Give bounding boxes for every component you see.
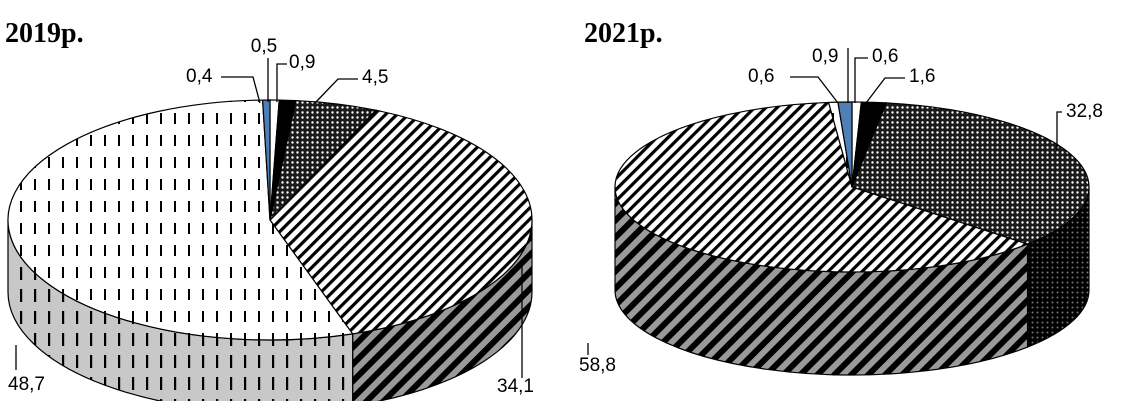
data-label: 0,9 bbox=[812, 46, 838, 67]
data-label: 0,9 bbox=[289, 52, 315, 73]
data-label: 0,6 bbox=[872, 46, 898, 67]
label-leader-line bbox=[1056, 111, 1062, 150]
label-leader-line bbox=[790, 76, 839, 104]
label-leader-line bbox=[221, 76, 261, 104]
data-label: 4,5 bbox=[362, 67, 388, 88]
pie-chart-2021: 2021р. 0,6 1,6 32,8 58,8 0,6 0,9 bbox=[579, 18, 1103, 376]
chart-title-2021: 2021р. bbox=[584, 18, 663, 49]
pie-slice bbox=[851, 102, 1090, 245]
pie-slice bbox=[269, 109, 533, 335]
data-label: 0,5 bbox=[251, 36, 277, 57]
pie-chart-2019: 2019р. 0,5 0,9 4,5 34,1 48,7 0,4 bbox=[5, 18, 534, 401]
label-leader-line bbox=[865, 77, 905, 104]
data-label: 1,6 bbox=[909, 66, 935, 87]
chart-title-2019: 2019р. bbox=[5, 18, 84, 49]
data-label: 0,4 bbox=[186, 66, 213, 87]
data-label: 48,7 bbox=[8, 374, 45, 395]
label-leader-line bbox=[854, 57, 868, 103]
pie-slice bbox=[614, 101, 1030, 273]
data-label: 58,8 bbox=[579, 355, 616, 376]
label-leader-line bbox=[276, 63, 287, 102]
label-leader-line bbox=[314, 78, 358, 104]
pie-slice bbox=[7, 99, 354, 341]
data-label: 32,8 bbox=[1066, 101, 1103, 122]
data-label: 34,1 bbox=[497, 376, 534, 397]
pie-slice bbox=[261, 99, 271, 221]
data-label: 0,6 bbox=[748, 66, 774, 87]
